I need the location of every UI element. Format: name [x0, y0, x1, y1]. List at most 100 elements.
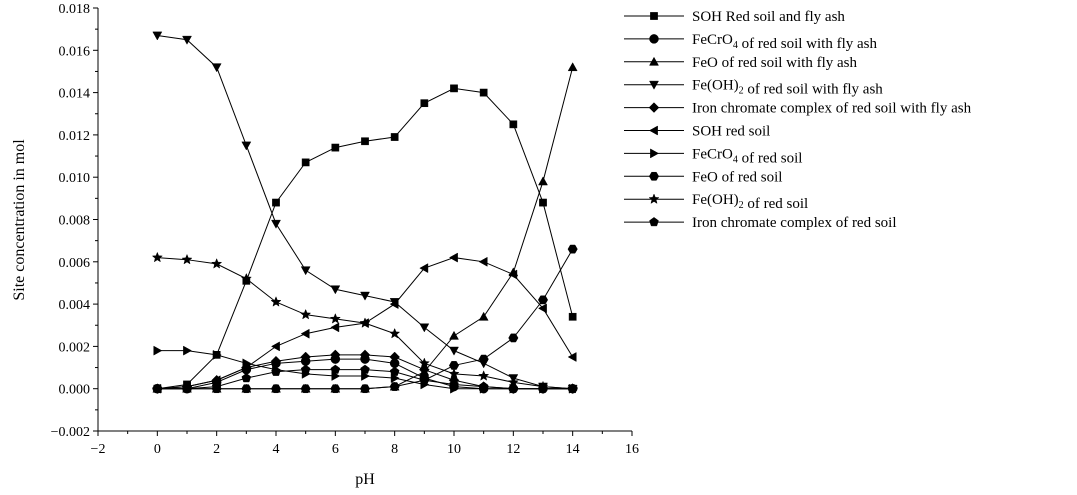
series-line-1 — [157, 87, 574, 390]
data-point-series-4 — [330, 285, 341, 295]
legend-label: FeCrO4 of red soil — [692, 146, 802, 166]
data-point-series-10 — [330, 364, 341, 374]
data-point-series-9 — [389, 327, 401, 339]
legend-label: Iron chromate complex of red soil with f… — [692, 101, 972, 117]
x-tick-label: 12 — [506, 442, 520, 457]
y-tick-label: 0.012 — [59, 129, 91, 144]
data-point-series-10 — [300, 364, 311, 374]
data-point-series-6 — [300, 328, 310, 339]
legend-marker — [650, 12, 658, 20]
x-tick-label: 4 — [273, 442, 280, 457]
legend-marker — [648, 193, 660, 204]
data-point-series-4 — [419, 323, 430, 333]
data-point-series-9 — [359, 317, 371, 328]
data-point-series-6 — [508, 269, 518, 280]
data-point-series-1 — [479, 88, 488, 97]
legend: SOH Red soil and fly ash FeCrO4 of red so… — [624, 9, 972, 231]
data-point-series-4 — [182, 35, 192, 45]
data-point-series-6 — [330, 322, 340, 333]
data-point-series-4 — [152, 31, 163, 41]
data-point-series-4 — [360, 291, 370, 301]
data-point-series-10 — [538, 383, 548, 393]
data-point-series-9 — [448, 368, 460, 379]
data-point-series-1 — [390, 133, 399, 141]
data-point-series-8 — [270, 384, 282, 394]
data-point-series-3 — [538, 176, 548, 186]
data-point-series-7 — [242, 358, 252, 369]
y-tick-label: −0.002 — [51, 425, 90, 440]
data-point-series-5 — [270, 355, 282, 367]
y-axis-title: Site concentration in mol — [11, 139, 28, 301]
data-point-series-10 — [241, 373, 252, 383]
y-tick-label: 0.002 — [59, 340, 91, 355]
data-point-series-9 — [211, 258, 223, 269]
data-point-series-1 — [361, 137, 369, 146]
y-tick-label: 0.008 — [59, 214, 91, 229]
legend-label: FeCrO4 of red soil with fly ash — [692, 32, 877, 52]
data-point-series-8 — [300, 384, 311, 394]
legend-label: Iron chromate complex of red soil — [692, 215, 897, 231]
legend-marker — [650, 148, 660, 159]
data-point-series-6 — [567, 352, 577, 362]
legend-label: Fe(OH)2 of red soil with fly ash — [692, 78, 883, 98]
data-point-series-1 — [301, 158, 310, 167]
data-point-series-7 — [212, 349, 222, 360]
y-tick-label: 0.014 — [59, 87, 91, 102]
x-tick-label: 0 — [154, 442, 161, 457]
data-point-series-7 — [331, 371, 341, 381]
data-point-series-7 — [153, 345, 163, 356]
data-point-series-4 — [241, 141, 252, 151]
data-point-series-9 — [329, 313, 341, 324]
y-tick-label: 0.010 — [59, 171, 91, 186]
data-point-series-7 — [361, 371, 371, 381]
data-point-series-10 — [419, 375, 430, 385]
data-point-series-1 — [450, 84, 458, 93]
data-point-series-6 — [419, 263, 429, 274]
data-point-series-9 — [151, 251, 163, 263]
data-point-series-9 — [270, 296, 282, 307]
data-point-series-8 — [241, 384, 252, 394]
legend-marker — [648, 125, 658, 136]
legend-label: FeO of red soil — [692, 169, 782, 185]
data-point-series-10 — [271, 366, 281, 376]
data-point-series-8 — [478, 354, 489, 364]
x-axis-ticks: −2 0 2 4 6 8 10 12 14 16 — [91, 431, 639, 457]
data-point-series-3 — [567, 62, 578, 72]
legend-marker — [648, 102, 660, 113]
x-tick-label: 10 — [447, 442, 461, 457]
data-point-series-8 — [389, 382, 400, 391]
data-point-series-7 — [183, 345, 193, 356]
data-point-series-3 — [478, 311, 489, 321]
data-point-series-1 — [272, 198, 280, 207]
x-tick-label: 14 — [566, 442, 580, 457]
data-point-series-10 — [449, 379, 459, 389]
data-point-series-9 — [181, 253, 193, 265]
data-point-series-8 — [448, 361, 460, 370]
legend-label: SOH red soil — [692, 124, 770, 140]
data-point-series-5 — [300, 351, 311, 363]
data-point-series-10 — [389, 366, 400, 376]
data-point-series-6 — [537, 303, 547, 314]
plot-area: −2 0 2 4 6 8 10 12 14 16 −0.002 0.000 0.002 0.004 0.0… — [51, 2, 639, 457]
data-point-series-1 — [509, 120, 518, 129]
data-point-series-1 — [539, 198, 547, 207]
y-tick-label: 0.004 — [59, 298, 91, 313]
data-point-series-10 — [182, 383, 192, 393]
data-point-series-1 — [568, 312, 577, 321]
data-point-series-10 — [478, 381, 489, 391]
x-tick-label: 16 — [625, 442, 639, 457]
data-point-series-8 — [508, 333, 519, 343]
data-point-series-8 — [567, 244, 578, 254]
series-markers — [151, 31, 579, 395]
data-point-series-4 — [271, 219, 281, 229]
legend-marker — [648, 171, 660, 181]
x-tick-label: −2 — [91, 442, 106, 457]
x-tick-label: 6 — [332, 442, 339, 457]
data-point-series-1 — [331, 143, 340, 152]
data-point-series-6 — [389, 299, 399, 310]
y-tick-label: 0.000 — [59, 383, 91, 398]
data-point-series-5 — [330, 349, 341, 361]
data-point-series-5 — [359, 349, 371, 361]
y-axis-ticks: −0.002 0.000 0.002 0.004 0.006 0.008 0.010 0.01… — [51, 2, 98, 440]
